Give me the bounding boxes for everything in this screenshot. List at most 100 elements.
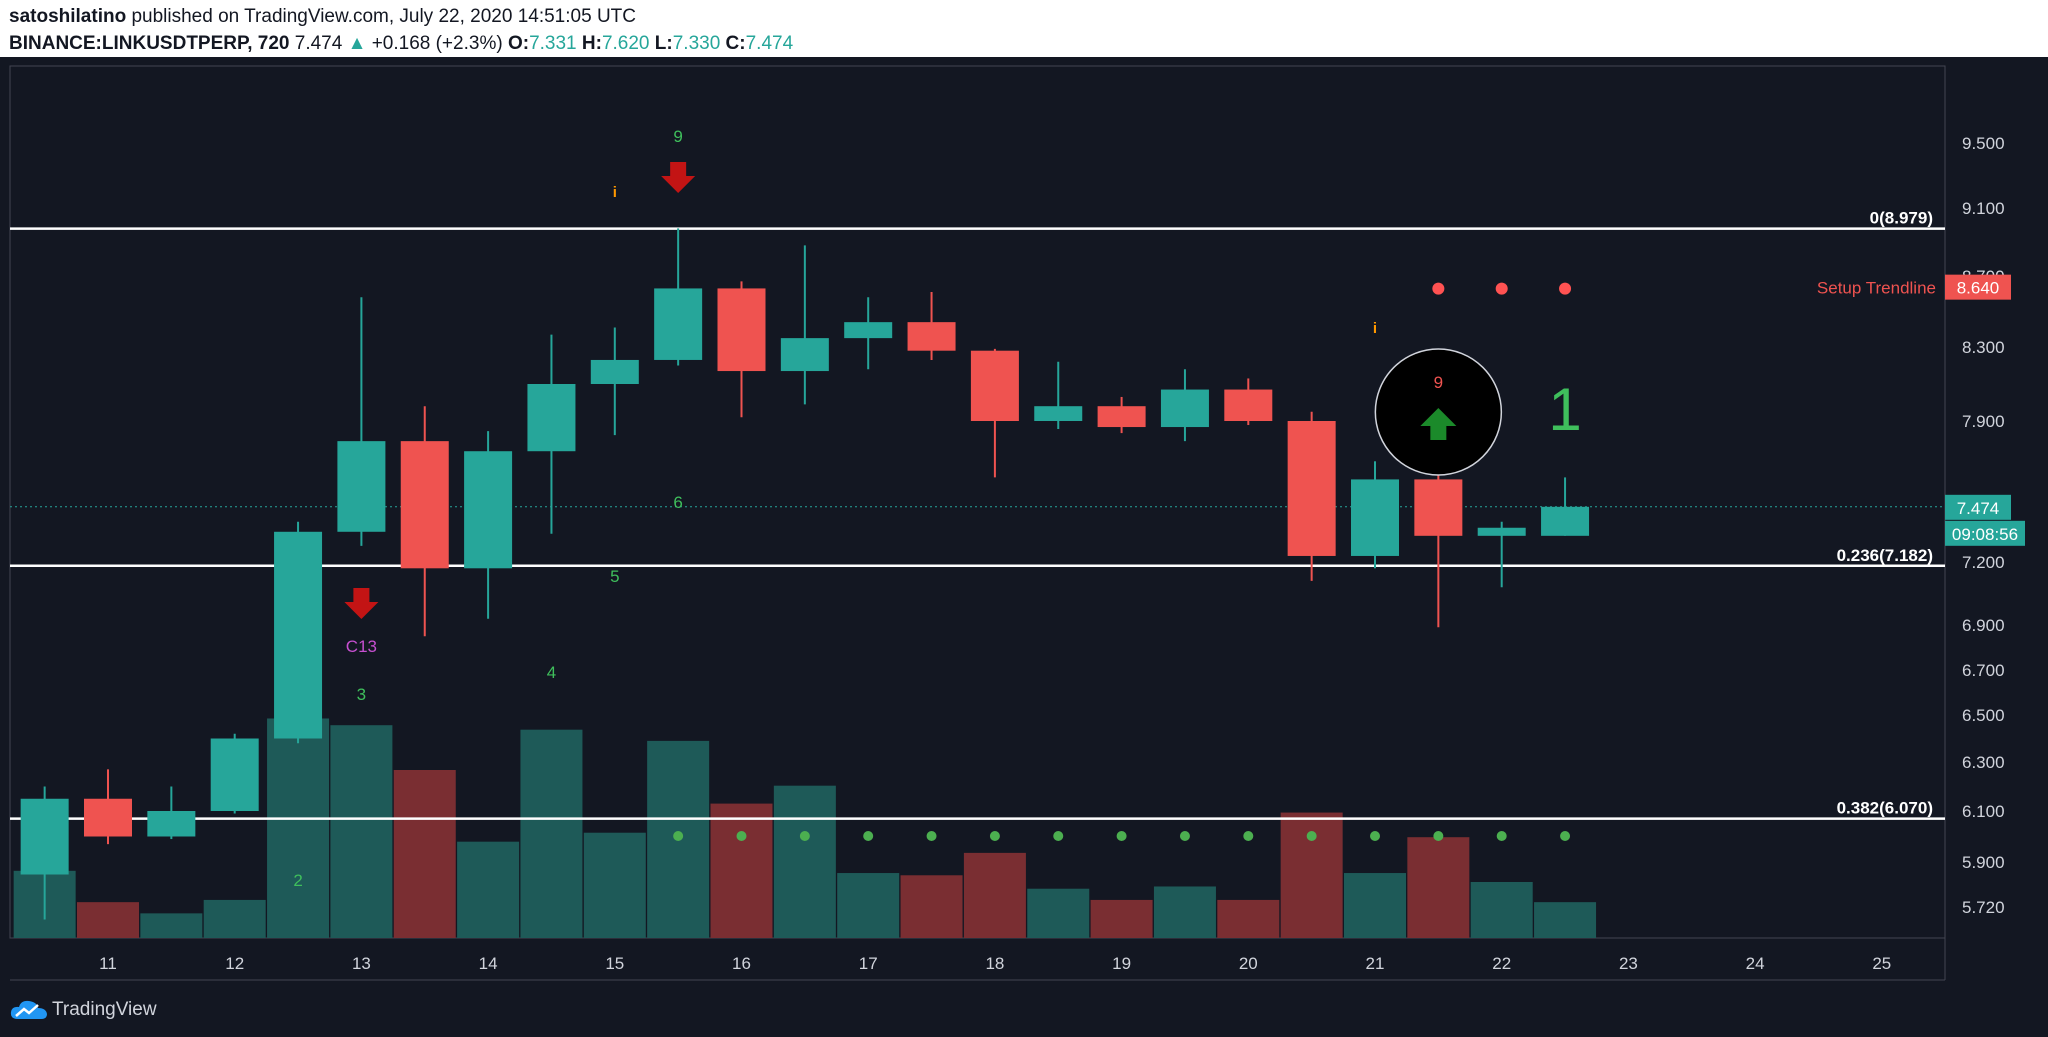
x-tick-label: 17 xyxy=(859,954,878,973)
x-tick-label: 25 xyxy=(1872,954,1891,973)
y-tick-label: 6.900 xyxy=(1962,616,2005,635)
up-arrow-icon xyxy=(1420,408,1457,440)
volume-bar xyxy=(583,832,646,938)
x-tick-label: 20 xyxy=(1239,954,1258,973)
signal-dot-green xyxy=(1560,831,1571,841)
countdown-value: 09:08:56 xyxy=(1952,525,2018,544)
candle-body xyxy=(464,451,513,569)
fib-level-label: 0(8.979) xyxy=(1870,209,1933,228)
x-tick-label: 19 xyxy=(1112,954,1131,973)
x-tick-label: 18 xyxy=(985,954,1004,973)
candle-body xyxy=(147,811,196,837)
x-tick-label: 11 xyxy=(99,954,117,973)
open-value: 7.331 xyxy=(529,33,577,54)
candle-body xyxy=(1097,406,1146,428)
x-tick-label: 23 xyxy=(1619,954,1638,973)
y-tick-label: 6.500 xyxy=(1962,706,2005,725)
fib-level-label: 0.382(6.070) xyxy=(1837,799,1933,818)
x-tick-label: 16 xyxy=(732,954,751,973)
volume-bar xyxy=(77,902,139,938)
close-value: 7.474 xyxy=(745,33,794,54)
y-tick-label: 8.300 xyxy=(1962,338,2005,357)
candle-body xyxy=(907,322,956,351)
volume-bar xyxy=(393,770,456,938)
volume-bar xyxy=(520,729,583,938)
signal-dot-green xyxy=(799,831,810,841)
change-value: +0.168 (+2.3%) xyxy=(371,33,503,54)
info-marker: i xyxy=(613,184,617,201)
candle-body xyxy=(1287,421,1336,556)
td-count-label: 2 xyxy=(293,871,302,890)
brand-text: TradingView xyxy=(52,999,157,1020)
y-tick-label: 7.200 xyxy=(1962,553,2005,572)
td-count-label: 9 xyxy=(1434,373,1443,392)
tradingview-brand[interactable]: TradingView xyxy=(10,998,157,1022)
high-label: H: xyxy=(581,33,602,54)
volume-bar xyxy=(773,785,836,938)
signal-dot-green xyxy=(1370,831,1380,841)
author-name[interactable]: satoshilatino xyxy=(9,6,127,27)
publish-info: satoshilatino published on TradingView.c… xyxy=(9,6,636,28)
volume-bar xyxy=(1534,902,1597,938)
signal-dot-green xyxy=(1179,831,1190,841)
volume-bar xyxy=(330,725,393,938)
y-tick-label: 6.100 xyxy=(1962,802,2005,821)
x-tick-label: 21 xyxy=(1366,954,1385,973)
signal-dot-green xyxy=(926,831,937,841)
candle-body xyxy=(970,350,1019,421)
setup-trendline-tag xyxy=(1945,274,2011,300)
candle-body xyxy=(1477,527,1526,536)
volume-bar xyxy=(1407,837,1470,938)
setup-dot-red xyxy=(1559,282,1572,295)
candle-body xyxy=(1351,479,1399,556)
low-label: L: xyxy=(654,33,673,54)
signal-dot-green xyxy=(673,831,684,841)
candle-body xyxy=(717,288,766,372)
fib-level-label: 0.236(7.182) xyxy=(1837,546,1933,565)
x-tick-label: 22 xyxy=(1492,954,1511,973)
td-count-label: 6 xyxy=(673,493,682,512)
candle-body xyxy=(210,738,259,811)
candle-body xyxy=(84,798,132,837)
candle-body xyxy=(1034,406,1083,421)
last-price-value: 7.474 xyxy=(1957,499,2000,518)
td-count-label: 4 xyxy=(547,663,556,682)
volume-bar xyxy=(710,803,773,938)
published-text: published on TradingView.com, July 22, 2… xyxy=(131,6,636,27)
candle-body xyxy=(780,338,829,372)
high-value: 7.620 xyxy=(601,33,650,54)
signal-dot-green xyxy=(1496,831,1507,841)
td-count-label: 5 xyxy=(610,567,619,586)
volume-bar xyxy=(140,913,203,938)
close-label: C: xyxy=(725,33,746,54)
signal-dot-green xyxy=(736,831,747,841)
candle-body xyxy=(527,384,576,452)
candle-body xyxy=(274,531,323,739)
signal-dot-green xyxy=(1306,831,1317,841)
y-tick-label: 5.900 xyxy=(1962,853,2005,872)
x-tick-label: 24 xyxy=(1746,954,1765,973)
td-count-label: 9 xyxy=(673,127,682,146)
candle-body xyxy=(1224,389,1273,421)
down-arrow-icon xyxy=(344,588,379,619)
volume-bar xyxy=(267,718,330,938)
info-marker: i xyxy=(1373,320,1377,337)
volume-bar xyxy=(1344,873,1406,938)
y-tick-label: 9.100 xyxy=(1962,199,2005,218)
candle-body xyxy=(337,441,386,532)
setup-dot-red xyxy=(1495,282,1508,295)
candle-body xyxy=(1414,479,1463,536)
candle-body xyxy=(844,322,893,339)
y-tick-label: 7.900 xyxy=(1962,412,2005,431)
y-tick-label: 6.300 xyxy=(1962,753,2005,772)
open-label: O: xyxy=(507,33,530,54)
volume-bar xyxy=(837,873,900,938)
volume-bar xyxy=(1027,888,1090,938)
candle-body xyxy=(654,288,703,360)
volume-bar xyxy=(963,852,1026,938)
candle-body xyxy=(1160,389,1209,428)
volume-bar xyxy=(203,899,266,938)
low-value: 7.330 xyxy=(672,33,721,54)
tradingview-cloud-icon xyxy=(10,1000,47,1019)
